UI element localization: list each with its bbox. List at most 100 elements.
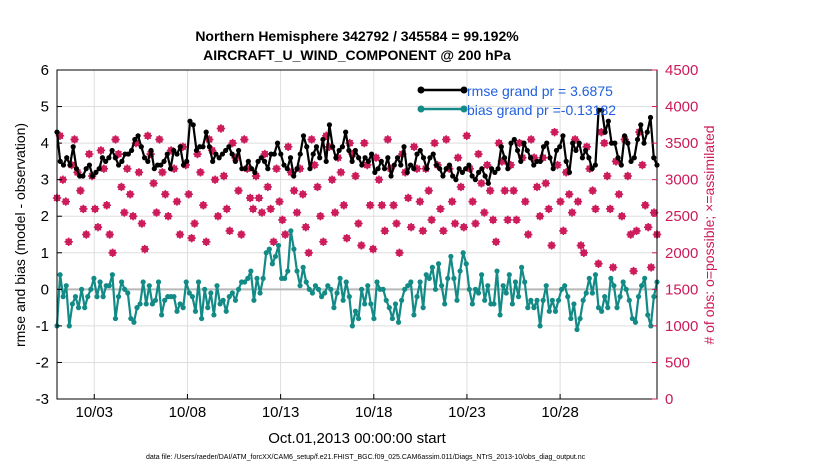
obs-assimilated-point — [485, 186, 495, 195]
rmse-point — [80, 173, 86, 179]
rmse-point — [440, 173, 446, 179]
legend-rmse-marker — [417, 86, 425, 94]
bias-point — [602, 294, 608, 300]
rmse-point — [388, 173, 394, 179]
bias-point — [119, 279, 125, 285]
x-tick-label: 10/08 — [169, 404, 207, 421]
rmse-point — [148, 147, 154, 154]
obs-assimilated-point — [152, 208, 161, 217]
bias-point — [162, 297, 168, 303]
y-tick-label-right: 1000 — [665, 318, 698, 335]
obs-assimilated-point — [450, 219, 460, 228]
obs-assimilated-point — [166, 146, 176, 155]
obs-assimilated-point — [131, 138, 141, 148]
obs-assimilated-point — [298, 190, 308, 199]
obs-assimilated-point — [597, 127, 606, 137]
rmse-point — [634, 136, 641, 143]
rmse-point — [151, 166, 157, 172]
rmse-point — [417, 147, 423, 154]
rmse-point — [557, 144, 563, 150]
obs-assimilated-point — [418, 226, 428, 236]
obs-assimilated-point — [219, 171, 229, 181]
rmse-point — [404, 169, 410, 175]
rmse-point — [618, 162, 624, 168]
y-axis-label-right: # of obs: o=possible; ×=assimilated — [701, 125, 717, 344]
bias-point — [291, 246, 297, 252]
rmse-point — [463, 166, 469, 172]
bias-point — [134, 305, 140, 311]
obs-assimilated-point — [90, 204, 100, 214]
obs-assimilated-point — [137, 219, 147, 228]
obs-assimilated-point — [579, 248, 589, 257]
rmse-point — [261, 158, 268, 164]
rmse-point — [132, 136, 138, 143]
obs-assimilated-point — [365, 201, 375, 210]
bias-point — [112, 315, 119, 322]
obs-assimilated-point — [102, 201, 111, 210]
bias-point — [337, 275, 343, 281]
rmse-point — [398, 162, 404, 168]
obs-assimilated-point — [641, 201, 650, 210]
obs-assimilated-point — [79, 204, 88, 214]
y-tick-label: 4 — [41, 135, 49, 152]
y-tick-label: 3 — [41, 172, 49, 189]
obs-assimilated-point — [324, 142, 334, 151]
bias-point — [417, 279, 423, 285]
bias-point — [260, 275, 266, 281]
bias-point — [460, 250, 466, 256]
obs-assimilated-point — [474, 149, 483, 159]
bias-point — [192, 308, 199, 314]
rmse-point — [615, 155, 621, 161]
y-tick-label-right: 2500 — [665, 208, 698, 225]
bias-point — [519, 264, 525, 270]
obs-assimilated-point — [178, 142, 188, 151]
bias-point — [423, 272, 429, 278]
rmse-point — [365, 158, 371, 164]
bias-point — [411, 312, 417, 318]
bias-point — [559, 286, 565, 292]
rmse-point — [550, 166, 556, 172]
obs-assimilated-point — [383, 135, 392, 144]
bias-point — [491, 301, 497, 307]
obs-assimilated-point — [649, 208, 659, 217]
rmse-point — [576, 140, 582, 146]
obs-assimilated-point — [319, 237, 328, 247]
bias-point — [85, 294, 91, 300]
rmse-point — [73, 166, 80, 172]
rmse-point — [229, 151, 235, 157]
bias-point — [549, 297, 555, 303]
obs-assimilated-point — [427, 215, 436, 225]
rmse-point — [274, 140, 281, 146]
bias-point — [328, 286, 334, 292]
obs-assimilated-point — [509, 186, 518, 195]
obs-assimilated-point — [257, 208, 267, 217]
rmse-point — [602, 129, 608, 135]
rmse-point — [125, 151, 131, 157]
rmse-point — [625, 140, 631, 146]
rmse-point — [161, 158, 167, 164]
bias-point — [359, 286, 365, 292]
rmse-point — [343, 129, 349, 135]
obs-assimilated-point — [556, 197, 565, 206]
bias-point — [226, 294, 232, 300]
bias-point — [482, 297, 488, 303]
y-axis-label: rmse and bias (model - observation) — [12, 123, 28, 347]
rmse-point — [443, 166, 449, 172]
bias-point — [571, 301, 577, 307]
rmse-point — [524, 147, 530, 154]
obs-count-series — [52, 124, 662, 276]
bias-point — [620, 279, 626, 285]
obs-assimilated-point — [409, 142, 419, 151]
obs-assimilated-point — [286, 168, 296, 177]
chart-subtitle: AIRCRAFT_U_WIND_COMPONENT @ 200 hPa — [203, 47, 511, 63]
obs-assimilated-point — [204, 135, 214, 144]
rmse-point — [599, 107, 605, 113]
bias-point — [186, 290, 192, 296]
rmse-point — [177, 144, 183, 150]
obs-assimilated-point — [442, 135, 451, 144]
rmse-point — [128, 147, 135, 154]
bias-point — [629, 315, 635, 322]
obs-assimilated-point — [234, 186, 243, 195]
obs-assimilated-point — [96, 146, 106, 155]
bias-point — [552, 308, 559, 314]
